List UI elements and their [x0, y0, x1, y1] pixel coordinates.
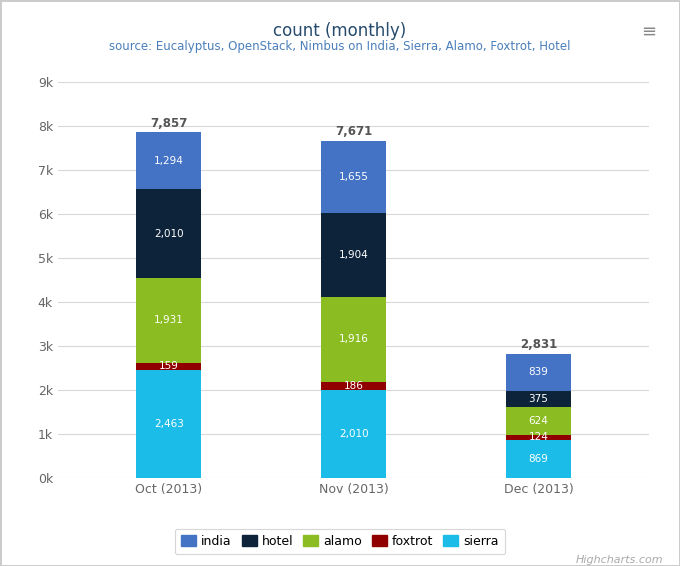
- Text: 7,857: 7,857: [150, 117, 188, 130]
- Bar: [506, 440, 571, 478]
- Text: 2,010: 2,010: [339, 429, 369, 439]
- Text: 1,916: 1,916: [339, 335, 369, 345]
- Text: 839: 839: [528, 367, 548, 377]
- Bar: [137, 132, 201, 190]
- Bar: [321, 381, 386, 390]
- Text: 124: 124: [528, 432, 548, 442]
- Bar: [321, 140, 386, 213]
- Bar: [137, 278, 201, 363]
- Bar: [137, 370, 201, 478]
- Text: 7,671: 7,671: [335, 125, 372, 138]
- Legend: india, hotel, alamo, foxtrot, sierra: india, hotel, alamo, foxtrot, sierra: [175, 529, 505, 554]
- Text: count (monthly): count (monthly): [273, 22, 407, 40]
- Bar: [321, 213, 386, 297]
- Bar: [506, 435, 571, 440]
- Bar: [137, 190, 201, 278]
- Text: 375: 375: [528, 394, 548, 404]
- Bar: [321, 297, 386, 381]
- Text: Highcharts.com: Highcharts.com: [575, 555, 663, 565]
- Text: 2,831: 2,831: [520, 338, 557, 351]
- Text: 1,904: 1,904: [339, 250, 369, 260]
- Text: 159: 159: [159, 361, 179, 371]
- Text: ≡: ≡: [641, 22, 656, 40]
- Text: 1,655: 1,655: [339, 172, 369, 182]
- Text: 186: 186: [343, 381, 364, 391]
- Text: 2,463: 2,463: [154, 419, 184, 429]
- Bar: [506, 407, 571, 435]
- Text: source: Eucalyptus, OpenStack, Nimbus on India, Sierra, Alamo, Foxtrot, Hotel: source: Eucalyptus, OpenStack, Nimbus on…: [109, 40, 571, 53]
- Bar: [506, 391, 571, 407]
- Bar: [321, 390, 386, 478]
- Text: 869: 869: [528, 454, 548, 464]
- Text: 624: 624: [528, 416, 548, 426]
- Bar: [137, 363, 201, 370]
- Text: 1,931: 1,931: [154, 315, 184, 325]
- Text: 2,010: 2,010: [154, 229, 184, 239]
- Bar: [506, 354, 571, 391]
- Text: 1,294: 1,294: [154, 156, 184, 166]
